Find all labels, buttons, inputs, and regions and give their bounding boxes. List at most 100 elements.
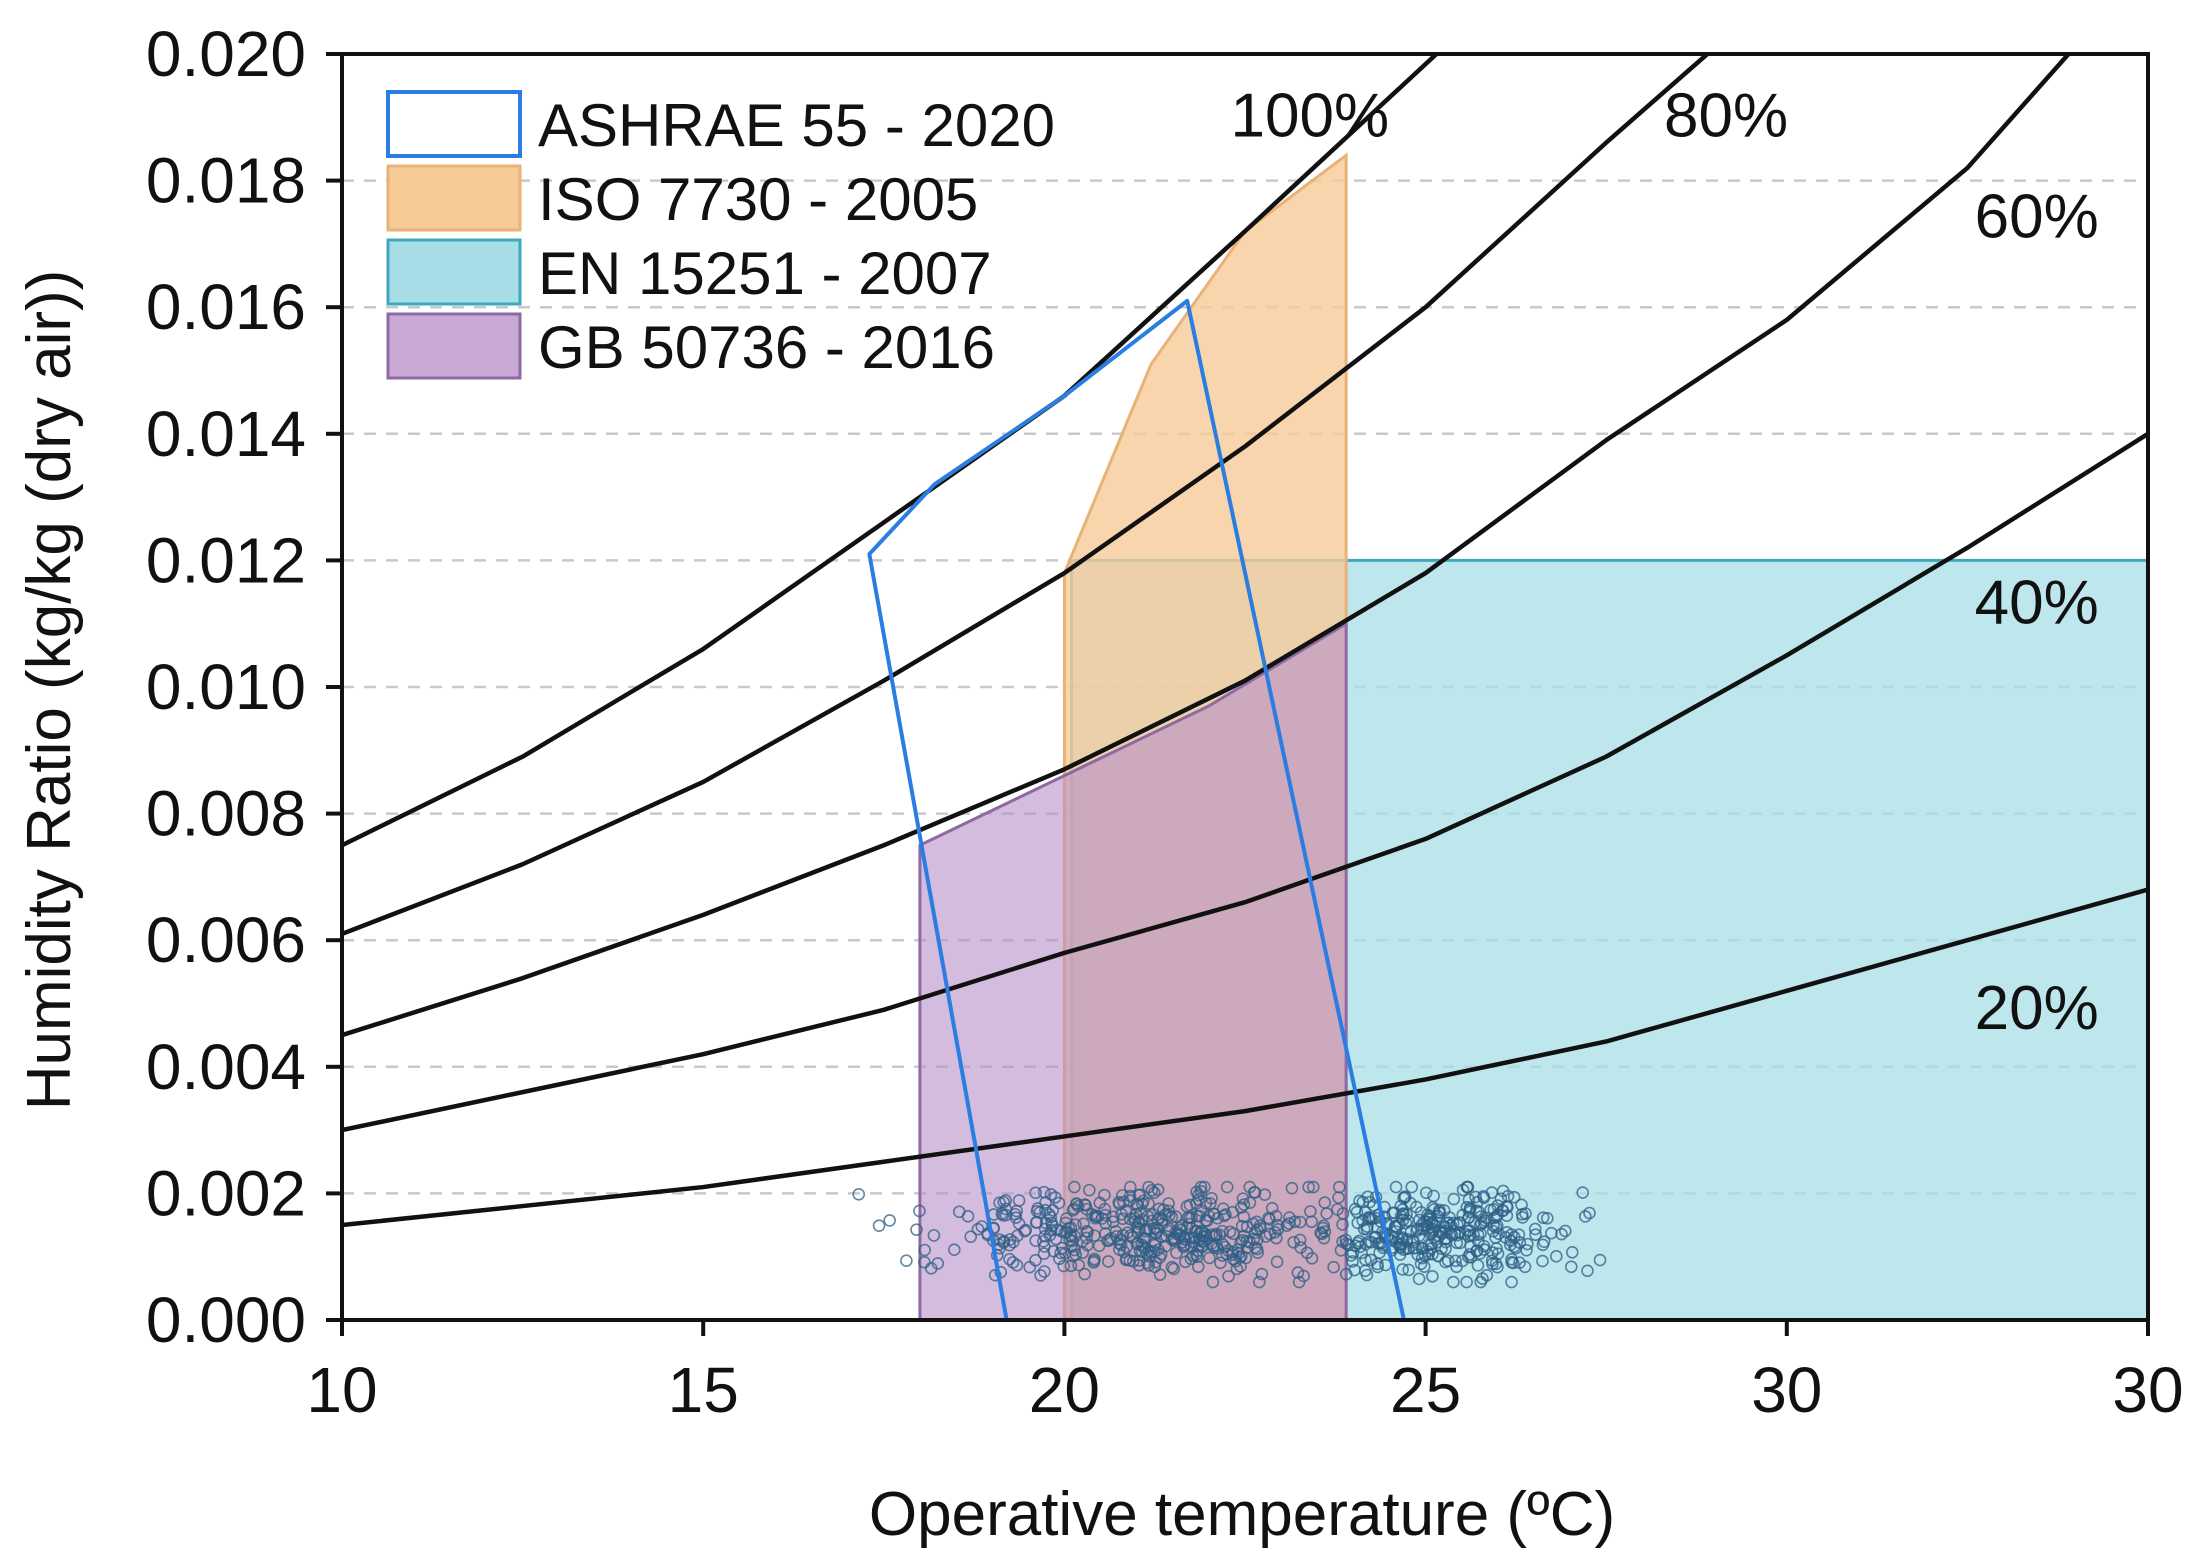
scatter-point [1565,1245,1579,1259]
scatter-point [1180,1221,1194,1235]
scatter-point [1123,1180,1137,1194]
scatter-point [1470,1196,1484,1209]
scatter-point [1180,1200,1194,1213]
scatter-point [1515,1198,1528,1212]
scatter-point [1230,1262,1244,1276]
scatter-point [1235,1249,1248,1263]
scatter-point [1449,1254,1462,1268]
scatter-point [1458,1227,1472,1241]
scatter-point [1550,1250,1563,1263]
scatter-point [1068,1243,1081,1257]
scatter-point [1126,1255,1140,1268]
scatter-point [1471,1259,1485,1272]
scatter-point [1039,1216,1053,1230]
scatter-point [1133,1188,1147,1202]
scatter-point [1124,1229,1137,1242]
y-tick-label: 0.008 [146,778,306,850]
scatter-point [900,1254,913,1268]
scatter-point [1107,1210,1120,1224]
scatter-point [1151,1243,1165,1257]
scatter-point [1558,1224,1572,1238]
scatter-point [1099,1216,1112,1230]
scatter-point [1192,1238,1206,1252]
legend-swatch-iso [386,164,522,232]
scatter-point [1327,1260,1340,1274]
scatter-point [1447,1192,1461,1206]
scatter-point [927,1229,941,1242]
legend-swatch-en [386,238,522,306]
scatter-point [1054,1246,1068,1260]
scatter-point [1414,1257,1428,1271]
x-tick-label: 25 [1390,1354,1461,1426]
scatter-point [1536,1238,1550,1252]
scatter-point [1263,1227,1277,1241]
scatter-point [1076,1246,1090,1259]
scatter-point [1501,1189,1515,1203]
scatter-point [1236,1192,1250,1205]
scatter-point [1191,1260,1205,1274]
scatter-point [1092,1239,1106,1253]
scatter-point [1356,1195,1370,1209]
scatter-point [1315,1227,1329,1241]
legend-label-ashrae: ASHRAE 55 - 2020 [538,92,1055,159]
y-axis-ticks: 0.000 0.002 0.004 0.006 0.008 0.010 0.012 0.014… [146,18,342,1356]
scatter-point [1220,1180,1234,1194]
scatter-point [1344,1249,1358,1262]
scatter-point [1352,1234,1366,1248]
scatter-point [1213,1228,1227,1242]
scatter-point [1045,1216,1058,1230]
scatter-point [1252,1275,1266,1289]
scatter-point [1460,1200,1474,1214]
scatter-point [1270,1255,1284,1269]
scatter-point [1357,1222,1371,1236]
scatter-point [1235,1219,1249,1233]
y-tick-label: 0.006 [146,904,306,976]
scatter-point [1200,1214,1214,1228]
scatter-point [1037,1185,1051,1199]
scatter-point [1282,1217,1296,1230]
scatter-point [1006,1256,1020,1269]
rh-curve-label: 40% [1975,569,2099,638]
scatter-point [1536,1211,1550,1224]
scatter-point [1371,1236,1385,1250]
scatter-point [1142,1197,1155,1210]
scatter-point [1258,1188,1272,1201]
scatter-point [1287,1235,1300,1249]
legend: ASHRAE 55 - 2020 ISO 7730 - 2005 EN 1525… [386,90,1055,381]
scatter-point [1396,1263,1409,1276]
scatter-point [1398,1190,1412,1203]
y-tick-label: 0.002 [146,1157,306,1229]
scatter-point [1460,1275,1473,1289]
scatter-point [1078,1267,1092,1281]
scatter-point [1371,1260,1384,1274]
scatter-point [1305,1252,1319,1265]
scatter-point [947,1243,961,1256]
scatter-point [1364,1253,1378,1267]
scatter-point [1389,1180,1403,1194]
scatter-point [1179,1255,1192,1269]
rh-curve-80 [342,54,1709,936]
scatter-point [1003,1233,1017,1246]
scatter-point [1169,1210,1183,1224]
y-tick-label: 0.014 [146,398,306,470]
scatter-point [1150,1221,1163,1235]
scatter-point [1116,1189,1129,1202]
scatter-point [993,1196,1006,1210]
scatter-point [1346,1255,1359,1268]
scatter-point [1412,1272,1426,1286]
scatter-point [1133,1254,1146,1267]
scatter-point [1431,1249,1445,1263]
scatter-point [1271,1218,1284,1232]
scatter-point [1217,1209,1231,1223]
scatter-point [1250,1215,1263,1229]
rh-curve-20 [342,887,2148,1228]
scatter-point [1034,1269,1047,1282]
scatter-point [1112,1196,1126,1209]
scatter-point [1003,1252,1016,1266]
scatter-point [1302,1180,1315,1194]
scatter-point [1102,1255,1115,1268]
scatter-point [1088,1229,1101,1242]
rh-curve-label: 60% [1975,183,2099,252]
scatter-point [1029,1186,1042,1200]
scatter-point [1453,1225,1466,1239]
